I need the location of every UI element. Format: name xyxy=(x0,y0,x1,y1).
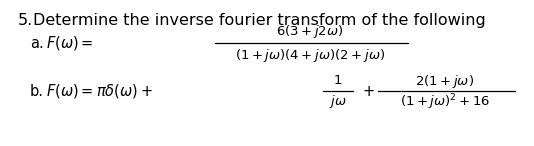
Text: $F(\omega) =$: $F(\omega) =$ xyxy=(46,34,93,52)
Text: $+$: $+$ xyxy=(362,84,375,99)
Text: $(1+j\omega)(4+j\omega)(2+j\omega)$: $(1+j\omega)(4+j\omega)(2+j\omega)$ xyxy=(235,46,385,64)
Text: $2(1+j\omega)$: $2(1+j\omega)$ xyxy=(415,73,475,89)
Text: b.: b. xyxy=(30,84,44,99)
Text: $(1+j\omega)^2+16$: $(1+j\omega)^2+16$ xyxy=(400,92,490,112)
Text: Determine the inverse fourier transform of the following: Determine the inverse fourier transform … xyxy=(33,13,486,28)
Text: $6(3+j2\omega)$: $6(3+j2\omega)$ xyxy=(276,24,344,40)
Text: $j\omega$: $j\omega$ xyxy=(329,93,347,111)
Text: 5.: 5. xyxy=(18,13,33,28)
Text: $1$: $1$ xyxy=(333,74,343,87)
Text: a.: a. xyxy=(30,35,44,51)
Text: $F(\omega) = \pi\delta(\omega) +$: $F(\omega) = \pi\delta(\omega) +$ xyxy=(46,82,153,100)
